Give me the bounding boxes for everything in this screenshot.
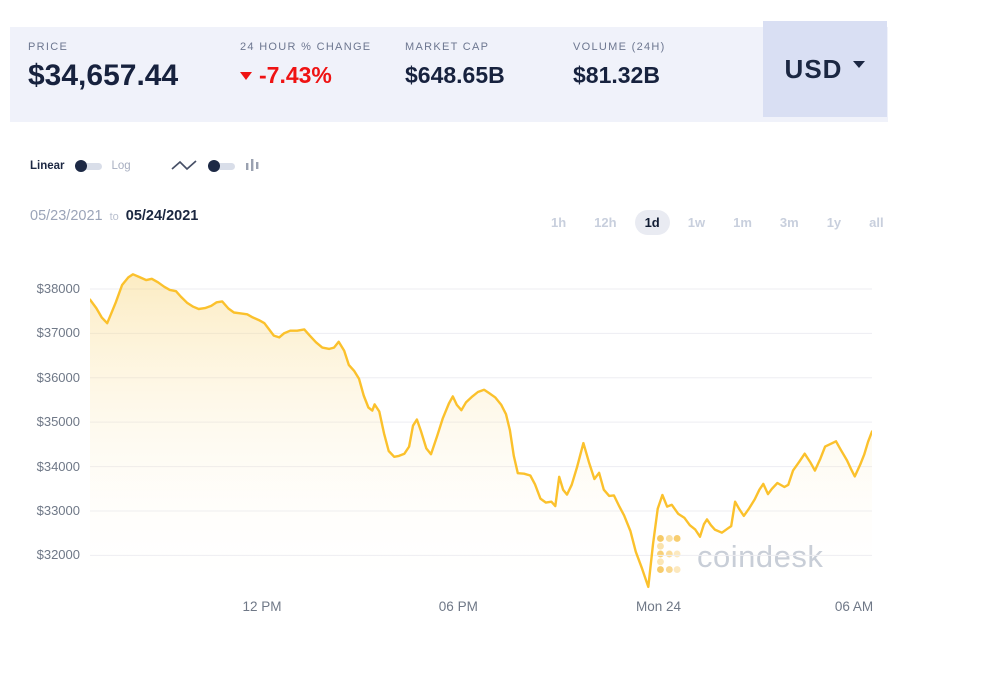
y-tick-label: $36000 [36,369,80,385]
volume-stat: VOLUME (24H) $81.32B [573,41,666,89]
range-all[interactable]: all [869,215,884,230]
currency-selector[interactable]: USD [763,21,887,117]
area-fill [90,274,872,595]
volume-value: $81.32B [573,62,660,88]
currency-value: USD [784,53,843,84]
scale-toggle[interactable] [74,159,102,172]
date-separator: to [109,211,119,223]
x-tick-label: 06 AM [834,599,874,614]
chevron-down-icon [853,60,866,68]
y-tick-label: $32000 [36,547,80,563]
x-tick-label: 12 PM [242,599,282,614]
x-tick-label: Mon 24 [635,599,682,614]
chart-type-toggle[interactable] [207,159,235,172]
linear-scale-label[interactable]: Linear [30,159,65,172]
price-stat: PRICE $34,657.44 [28,41,178,93]
change-stat: 24 HOUR % CHANGE -7.43% [240,41,371,89]
range-1w[interactable]: 1w [687,215,706,230]
x-tick-label: 06 PM [438,599,478,614]
market-cap-stat: MARKET CAP $648.65B [405,41,505,89]
price-value: $34,657.44 [28,59,179,92]
change-value-row: -7.43% [240,62,371,89]
date-range: 05/23/2021 to 05/24/2021 [30,208,198,224]
chart-controls: Linear Log [30,158,260,173]
range-3m[interactable]: 3m [779,215,799,230]
start-date[interactable]: 05/23/2021 [30,208,103,224]
y-tick-label: $34000 [36,458,80,474]
price-line-path [88,273,874,589]
end-date[interactable]: 05/24/2021 [125,208,199,224]
range-12h[interactable]: 12h [594,215,617,230]
y-axis: $38000 $37000 $36000 $35000 $34000 $33000 $320… [18,265,80,595]
range-1d[interactable]: 1d [634,210,670,235]
range-selector: 1h 12h 1d 1w 1m 3m 1y all [541,210,902,235]
volume-label: VOLUME (24H) [573,41,666,53]
y-tick-label: $33000 [36,502,80,518]
stats-bar: PRICE $34,657.44 24 HOUR % CHANGE -7.43%… [10,27,888,122]
price-label: PRICE [28,41,69,53]
chart-plot-area[interactable] [88,265,874,595]
range-1m[interactable]: 1m [733,215,752,230]
x-axis: 12 PM 06 PM Mon 24 06 AM [90,599,874,617]
y-tick-label: $35000 [36,414,80,430]
change-value: -7.43% [259,62,332,88]
range-1y[interactable]: 1y [826,215,842,230]
bar-chart-icon[interactable] [245,158,260,173]
chart-type-group [171,158,260,173]
range-1h[interactable]: 1h [551,215,567,230]
market-cap-value: $648.65B [405,62,505,88]
down-triangle-icon [240,71,252,80]
y-tick-label: $38000 [36,280,80,296]
y-tick-label: $37000 [36,325,80,341]
line-chart-icon[interactable] [171,158,198,173]
change-label: 24 HOUR % CHANGE [240,41,372,53]
log-scale-label[interactable]: Log [111,159,131,172]
market-cap-label: MARKET CAP [405,41,490,53]
